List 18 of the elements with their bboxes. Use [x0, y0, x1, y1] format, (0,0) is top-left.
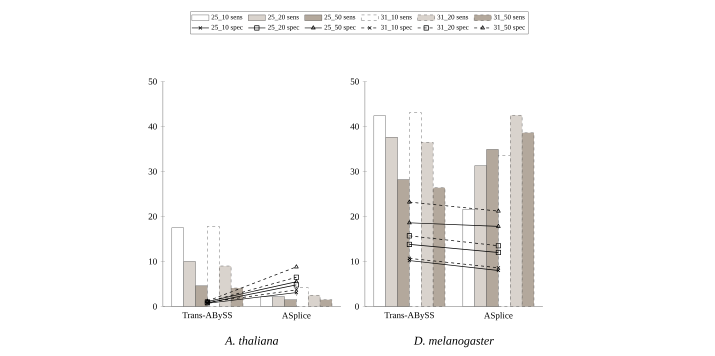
y-tick-label: 20 [148, 213, 157, 220]
x-tick-label: ASplice [484, 312, 513, 320]
y-tick-label: 0 [153, 303, 157, 310]
y-tick-label: 50 [350, 78, 359, 85]
y-tick-label: 30 [350, 168, 359, 175]
x-axis-title: D. melanogaster [414, 336, 494, 348]
y-tick-label: 40 [350, 123, 359, 130]
y-tick-label: 10 [351, 258, 359, 265]
x-tick-label: ASplice [282, 312, 311, 320]
y-tick-label: 40 [148, 123, 157, 130]
y-tick-label: 30 [148, 168, 157, 175]
x-tick-label: Trans-ABySS [384, 312, 434, 320]
x-tick-label: Trans-ABySS [182, 312, 232, 320]
y-tick-label: 0 [355, 303, 359, 310]
x-axis-title: A. thaliana [224, 336, 278, 345]
y-tick-label: 20 [350, 213, 359, 220]
y-tick-label: 10 [148, 258, 157, 265]
y-tick-label: 50 [148, 78, 157, 85]
